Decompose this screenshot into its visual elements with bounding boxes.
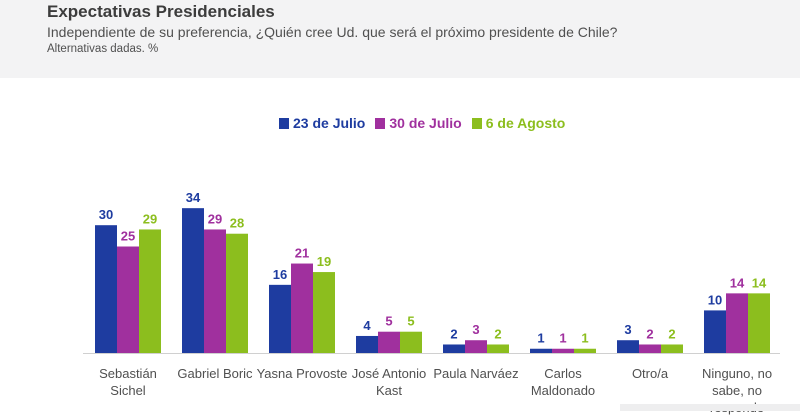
bar-sebastian-sichel-23-de-julio — [95, 225, 117, 353]
value-label-paula-narvaez-23-de-julio: 2 — [450, 326, 457, 341]
value-label-yasna-provoste-30-de-julio: 21 — [295, 246, 309, 261]
value-label-jose-antonio-kast-30-de-julio: 5 — [385, 314, 392, 329]
bar-sebastian-sichel-6-de-agosto — [139, 229, 161, 353]
bar-carlos-maldonado-6-de-agosto — [574, 348, 596, 353]
bar-carlos-maldonado-23-de-julio — [530, 348, 552, 353]
category-label-sebastian-sichel: Sebastián Sichel — [99, 366, 157, 398]
page-note: Alternativas dadas. % — [47, 43, 159, 55]
value-label-ninguno-no-sabe-no-responde-30-de-julio: 14 — [730, 275, 745, 290]
category-label-paula-narvaez: Paula Narváez — [433, 366, 519, 381]
bar-yasna-provoste-30-de-julio — [291, 263, 313, 353]
value-label-yasna-provoste-6-de-agosto: 19 — [317, 254, 331, 269]
page-title: Expectativas Presidenciales — [47, 2, 275, 21]
category-label-yasna-provoste: Yasna Provoste — [256, 366, 348, 381]
bar-sebastian-sichel-30-de-julio — [117, 246, 139, 353]
legend-label: 30 de Julio — [389, 115, 462, 131]
bar-jose-antonio-kast-6-de-agosto — [400, 331, 422, 353]
value-label-otro-a-6-de-agosto: 2 — [668, 326, 675, 341]
legend-swatch — [471, 117, 482, 129]
value-label-otro-a-30-de-julio: 2 — [646, 326, 653, 341]
header-band: Expectativas Presidenciales Independient… — [0, 0, 800, 78]
bar-jose-antonio-kast-30-de-julio — [378, 331, 400, 353]
value-label-gabriel-boric-6-de-agosto: 28 — [230, 216, 244, 231]
category-label-gabriel-boric: Gabriel Boric — [177, 366, 253, 381]
bar-gabriel-boric-23-de-julio — [182, 208, 204, 353]
bar-ninguno-no-sabe-no-responde-23-de-julio — [704, 310, 726, 353]
legend-item-23-de-julio: 23 de Julio — [279, 115, 365, 131]
bar-paula-narvaez-6-de-agosto — [487, 344, 509, 353]
value-label-carlos-maldonado-30-de-julio: 1 — [559, 331, 566, 346]
value-label-ninguno-no-sabe-no-responde-6-de-agosto: 14 — [752, 275, 767, 290]
value-label-otro-a-23-de-julio: 3 — [624, 322, 631, 337]
footer-strip — [620, 404, 800, 411]
bar-yasna-provoste-6-de-agosto — [313, 272, 335, 353]
legend-item-6-de-agosto: 6 de Agosto — [471, 115, 566, 131]
legend-label: 23 de Julio — [293, 115, 366, 131]
value-label-sebastian-sichel-23-de-julio: 30 — [99, 207, 113, 222]
value-label-gabriel-boric-23-de-julio: 34 — [186, 190, 201, 205]
bar-gabriel-boric-6-de-agosto — [226, 233, 248, 353]
value-label-carlos-maldonado-6-de-agosto: 1 — [581, 331, 588, 346]
value-label-jose-antonio-kast-6-de-agosto: 5 — [407, 314, 414, 329]
bar-paula-narvaez-23-de-julio — [443, 344, 465, 353]
bar-yasna-provoste-23-de-julio — [269, 284, 291, 353]
bar-carlos-maldonado-30-de-julio — [552, 348, 574, 353]
bar-otro-a-30-de-julio — [639, 344, 661, 353]
bar-ninguno-no-sabe-no-responde-6-de-agosto — [748, 293, 770, 353]
bar-paula-narvaez-30-de-julio — [465, 340, 487, 353]
value-label-carlos-maldonado-23-de-julio: 1 — [537, 331, 544, 346]
value-label-yasna-provoste-23-de-julio: 16 — [273, 267, 287, 282]
bar-gabriel-boric-30-de-julio — [204, 229, 226, 353]
legend-label: 6 de Agosto — [485, 115, 566, 131]
bar-ninguno-no-sabe-no-responde-30-de-julio — [726, 293, 748, 353]
category-label-carlos-maldonado: Carlos Maldonado — [530, 366, 596, 398]
value-label-sebastian-sichel-30-de-julio: 25 — [121, 229, 135, 244]
bar-otro-a-6-de-agosto — [661, 344, 683, 353]
value-label-paula-narvaez-30-de-julio: 3 — [472, 322, 479, 337]
legend-item-30-de-julio: 30 de Julio — [375, 115, 462, 131]
bar-jose-antonio-kast-23-de-julio — [356, 335, 378, 353]
value-label-paula-narvaez-6-de-agosto: 2 — [494, 326, 501, 341]
legend-swatch — [279, 117, 289, 129]
chart-legend: 23 de Julio 30 de Julio 6 de Agosto — [279, 114, 575, 132]
value-label-gabriel-boric-30-de-julio: 29 — [208, 211, 222, 226]
category-label-otro-a: Otro/a — [631, 366, 669, 381]
bar-otro-a-23-de-julio — [617, 340, 639, 353]
category-label-jose-antonio-kast: José Antonio Kast — [351, 366, 427, 398]
value-label-ninguno-no-sabe-no-responde-23-de-julio: 10 — [708, 292, 722, 307]
value-label-sebastian-sichel-6-de-agosto: 29 — [143, 211, 157, 226]
legend-swatch — [375, 117, 386, 129]
value-label-jose-antonio-kast-23-de-julio: 4 — [363, 318, 371, 333]
page-subtitle: Independiente de su preferencia, ¿Quién … — [47, 24, 618, 40]
